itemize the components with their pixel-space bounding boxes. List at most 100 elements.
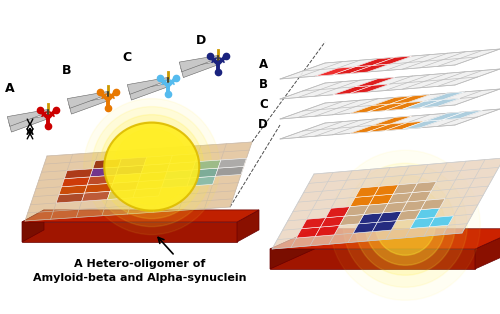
Polygon shape [190, 168, 218, 178]
Polygon shape [364, 203, 388, 214]
Polygon shape [425, 92, 465, 101]
Circle shape [100, 115, 204, 219]
Polygon shape [316, 225, 340, 236]
Polygon shape [383, 202, 407, 213]
Polygon shape [88, 175, 116, 185]
Polygon shape [108, 190, 136, 199]
Polygon shape [412, 181, 436, 192]
Circle shape [107, 122, 197, 212]
Circle shape [343, 163, 467, 287]
Polygon shape [385, 121, 425, 131]
Polygon shape [350, 124, 390, 133]
Polygon shape [416, 208, 440, 219]
Polygon shape [133, 188, 162, 198]
Polygon shape [90, 167, 118, 177]
Polygon shape [216, 166, 244, 176]
Polygon shape [388, 192, 412, 203]
Circle shape [92, 107, 212, 227]
Polygon shape [270, 229, 315, 269]
Text: A Hetero-oligomer of: A Hetero-oligomer of [74, 259, 206, 269]
Polygon shape [9, 116, 49, 132]
Polygon shape [369, 194, 393, 205]
Polygon shape [355, 77, 395, 87]
Polygon shape [332, 65, 372, 75]
Polygon shape [326, 207, 350, 218]
Polygon shape [345, 205, 369, 216]
Text: D: D [258, 117, 268, 131]
Polygon shape [332, 85, 372, 95]
Circle shape [330, 150, 480, 300]
Polygon shape [420, 98, 460, 108]
Polygon shape [421, 199, 445, 210]
Polygon shape [280, 49, 500, 79]
Polygon shape [442, 111, 482, 120]
Text: A: A [5, 82, 15, 95]
Circle shape [365, 185, 446, 265]
Text: B: B [259, 78, 268, 90]
Polygon shape [372, 96, 412, 106]
Text: C: C [122, 51, 131, 64]
Polygon shape [64, 169, 93, 179]
Polygon shape [410, 218, 434, 228]
Polygon shape [129, 84, 169, 100]
Polygon shape [358, 213, 383, 224]
Ellipse shape [104, 123, 199, 211]
Polygon shape [372, 221, 396, 232]
Polygon shape [68, 92, 108, 108]
Polygon shape [368, 103, 408, 112]
Polygon shape [22, 222, 237, 242]
Polygon shape [353, 222, 378, 233]
Text: C: C [259, 98, 268, 111]
Circle shape [84, 99, 220, 235]
Circle shape [114, 129, 190, 205]
Polygon shape [425, 112, 465, 121]
Polygon shape [8, 110, 48, 126]
Polygon shape [355, 57, 395, 67]
Polygon shape [116, 165, 144, 175]
Polygon shape [396, 210, 421, 221]
Polygon shape [56, 193, 84, 203]
Polygon shape [22, 210, 259, 222]
Polygon shape [350, 64, 390, 73]
Polygon shape [62, 177, 90, 187]
Polygon shape [110, 181, 138, 191]
Polygon shape [368, 122, 408, 132]
Polygon shape [187, 176, 216, 186]
Polygon shape [113, 173, 141, 183]
Polygon shape [142, 164, 170, 173]
Polygon shape [164, 170, 192, 180]
Text: B: B [62, 64, 72, 77]
Polygon shape [270, 249, 475, 269]
Polygon shape [142, 164, 170, 173]
Polygon shape [84, 183, 113, 193]
Polygon shape [350, 196, 374, 207]
Polygon shape [138, 172, 167, 181]
Polygon shape [22, 210, 44, 242]
Polygon shape [372, 56, 412, 65]
Polygon shape [402, 120, 442, 129]
Polygon shape [59, 185, 88, 195]
Polygon shape [128, 78, 168, 94]
Polygon shape [378, 211, 402, 222]
Polygon shape [181, 62, 219, 78]
Polygon shape [280, 69, 500, 99]
Polygon shape [385, 101, 425, 111]
Polygon shape [110, 181, 138, 191]
Polygon shape [302, 218, 326, 229]
Circle shape [375, 195, 435, 255]
Polygon shape [402, 200, 426, 211]
Polygon shape [25, 142, 252, 221]
Polygon shape [179, 56, 218, 72]
Polygon shape [270, 229, 500, 249]
Polygon shape [374, 185, 398, 196]
Polygon shape [82, 191, 110, 201]
Polygon shape [192, 160, 221, 170]
Polygon shape [280, 109, 500, 139]
Text: Amyloid-beta and Alpha-synuclein: Amyloid-beta and Alpha-synuclein [33, 273, 247, 283]
Text: A: A [259, 57, 268, 71]
Polygon shape [69, 97, 109, 114]
Polygon shape [237, 210, 259, 242]
Polygon shape [93, 159, 121, 169]
Polygon shape [350, 104, 390, 113]
Polygon shape [390, 95, 430, 104]
